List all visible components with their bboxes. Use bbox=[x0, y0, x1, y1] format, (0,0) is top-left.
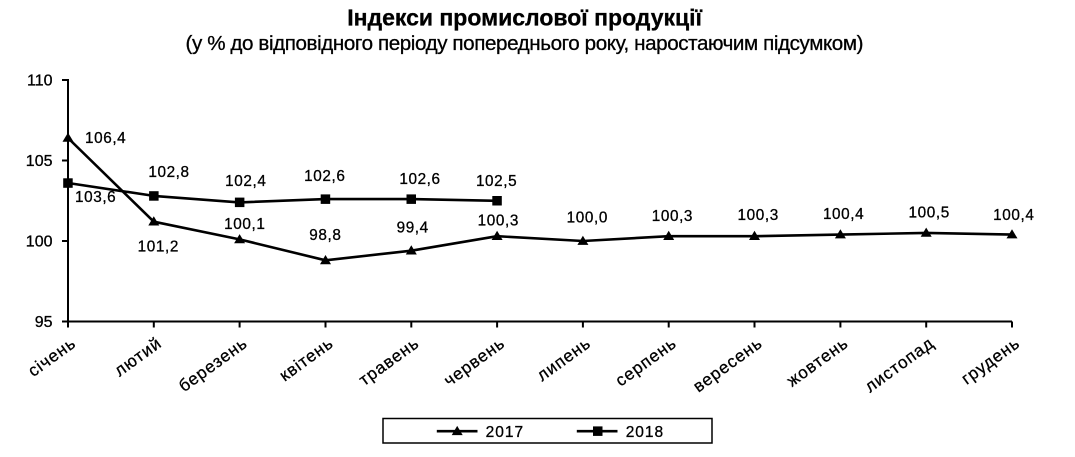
svg-text:102,8: 102,8 bbox=[148, 164, 189, 181]
svg-text:102,6: 102,6 bbox=[304, 168, 345, 185]
svg-text:100: 100 bbox=[26, 234, 53, 251]
svg-text:100,3: 100,3 bbox=[738, 207, 779, 224]
svg-text:95: 95 bbox=[35, 314, 53, 331]
svg-text:100,4: 100,4 bbox=[823, 206, 864, 223]
svg-text:99,4: 99,4 bbox=[397, 219, 429, 236]
svg-text:100,1: 100,1 bbox=[224, 216, 265, 233]
svg-text:106,4: 106,4 bbox=[85, 130, 126, 147]
svg-text:Індекси промислової продукції: Індекси промислової продукції bbox=[347, 4, 702, 30]
svg-text:100,5: 100,5 bbox=[909, 205, 950, 222]
svg-text:2018: 2018 bbox=[626, 424, 664, 441]
svg-text:100,4: 100,4 bbox=[993, 207, 1034, 224]
svg-text:102,5: 102,5 bbox=[476, 173, 517, 190]
svg-text:98,8: 98,8 bbox=[309, 227, 341, 244]
svg-text:2017: 2017 bbox=[486, 424, 524, 441]
svg-text:100,3: 100,3 bbox=[478, 213, 519, 230]
svg-text:100,0: 100,0 bbox=[567, 209, 608, 226]
svg-text:100,3: 100,3 bbox=[652, 208, 693, 225]
svg-text:102,6: 102,6 bbox=[399, 171, 440, 188]
svg-text:103,6: 103,6 bbox=[75, 189, 116, 206]
svg-text:105: 105 bbox=[26, 153, 53, 170]
svg-text:(у % до відповідного періоду п: (у % до відповідного періоду попередньог… bbox=[186, 32, 864, 55]
svg-text:102,4: 102,4 bbox=[225, 173, 266, 190]
svg-text:101,2: 101,2 bbox=[138, 239, 179, 256]
svg-text:110: 110 bbox=[27, 73, 53, 90]
